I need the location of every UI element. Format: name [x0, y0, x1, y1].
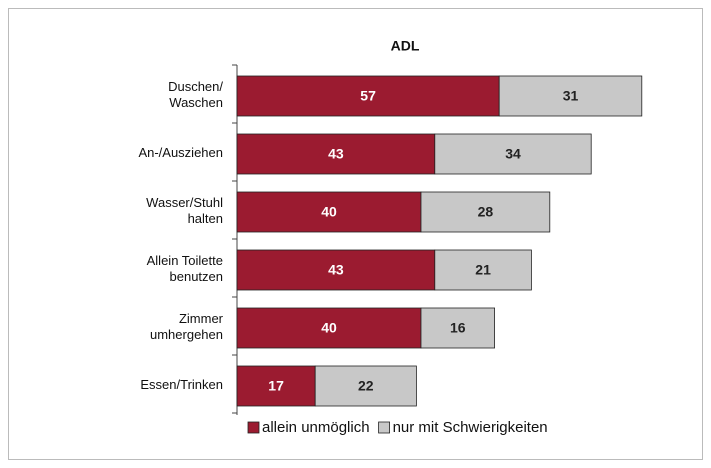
category-label: Wasser/Stuhl halten	[146, 195, 223, 226]
bar-segment	[420, 307, 495, 349]
category-label: Allein Toilette benutzen	[147, 253, 223, 284]
legend-label: nur mit Schwierigkeiten	[393, 419, 548, 436]
bar-segment	[236, 249, 436, 291]
bar-segment	[236, 75, 500, 117]
bar-segment	[434, 249, 532, 291]
legend-swatch	[378, 421, 390, 434]
value-label: 57	[360, 88, 376, 104]
category-label: Duschen/Waschen	[168, 79, 223, 110]
value-label: 21	[475, 262, 491, 278]
value-label: 40	[321, 320, 337, 336]
value-label: 40	[321, 204, 337, 220]
bar-segment	[420, 191, 551, 233]
value-label: 43	[328, 146, 344, 162]
legend-label: allein unmöglich	[262, 419, 370, 436]
value-label: 28	[478, 204, 494, 220]
chart-title: ADL	[391, 38, 420, 54]
value-label: 43	[328, 262, 344, 278]
category-label: Essen/Trinken	[140, 377, 223, 392]
value-label: 17	[268, 378, 284, 394]
value-label: 16	[450, 320, 466, 336]
value-label: 34	[505, 146, 521, 162]
bar-segment	[236, 307, 422, 349]
bar-segment	[314, 365, 417, 407]
category-label: An-/Ausziehen	[138, 145, 223, 160]
value-label: 31	[563, 88, 579, 104]
bar-segment	[434, 133, 592, 175]
category-label: Zimmer umhergehen	[150, 311, 224, 342]
bar-segment	[498, 75, 643, 117]
bar-segment	[236, 365, 316, 407]
value-label: 22	[358, 378, 374, 394]
legend-swatch	[247, 421, 260, 434]
